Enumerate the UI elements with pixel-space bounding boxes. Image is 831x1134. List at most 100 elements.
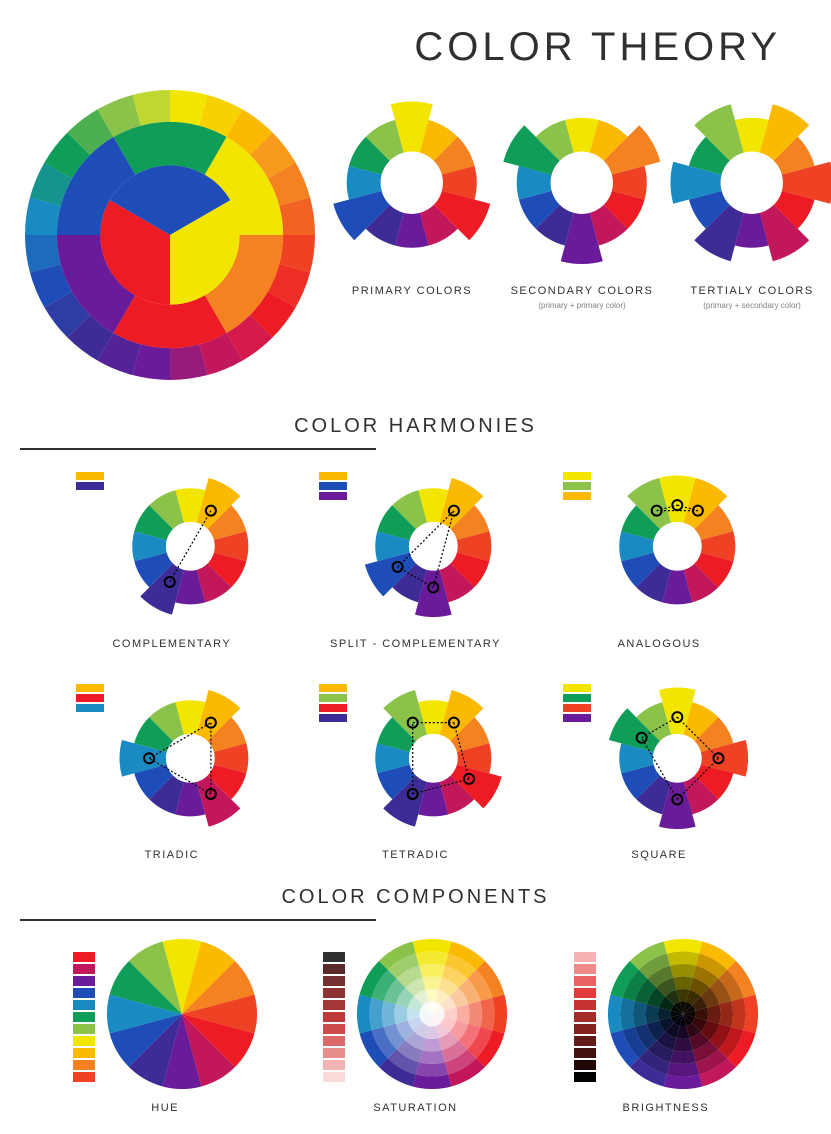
component-wheel: [357, 939, 507, 1094]
gradient-step: [574, 1000, 596, 1010]
harmony-square: SQUARE: [547, 680, 771, 862]
gradient-step: [574, 976, 596, 986]
swatch: [319, 714, 347, 722]
swatch: [319, 492, 347, 500]
gradient-step: [574, 952, 596, 962]
gradient-step: [574, 1024, 596, 1034]
harmony-split-complementary: SPLIT - COMPLEMENTARY: [304, 468, 528, 650]
components-row: HUE SATURATION BRIGHTNESS: [20, 939, 811, 1114]
component-wheel: [107, 939, 257, 1094]
swatch: [319, 472, 347, 480]
gradient-step: [73, 1024, 95, 1034]
primary-label: PRIMARY COLORS: [352, 284, 472, 299]
gradient-bar: [323, 952, 345, 1082]
swatch: [563, 492, 591, 500]
swatch: [76, 472, 104, 480]
harmony-grid: COMPLEMENTARY SPLIT - COMPLEMENTARY ANAL…: [20, 468, 811, 861]
swatch: [319, 482, 347, 490]
swatch: [76, 482, 104, 490]
gradient-step: [73, 1072, 95, 1082]
harmony-label: TETRADIC: [382, 849, 449, 861]
tertiary-sublabel: (primary + secondary color): [703, 301, 801, 310]
swatch: [563, 684, 591, 692]
top-row: PRIMARY COLORS SECONDARY COLORS (primary…: [20, 85, 811, 390]
gradient-step: [73, 1060, 95, 1070]
swatch: [76, 694, 104, 702]
harmony-label: SQUARE: [631, 849, 686, 861]
swatch: [563, 482, 591, 490]
divider-2: [20, 919, 376, 921]
harmonies-title: COLOR HARMONIES: [20, 415, 811, 438]
swatch: [563, 472, 591, 480]
gradient-step: [73, 964, 95, 974]
secondary-wheel-block: SECONDARY COLORS (primary + primary colo…: [502, 95, 662, 310]
swatch-stack: [563, 684, 591, 722]
harmony-wheel: [355, 680, 512, 842]
main-color-wheel: [20, 85, 320, 390]
swatch: [563, 704, 591, 712]
swatch: [563, 694, 591, 702]
swatch-stack: [319, 684, 347, 722]
gradient-step: [73, 1048, 95, 1058]
gradient-step: [73, 1012, 95, 1022]
secondary-sublabel: (primary + primary color): [538, 301, 625, 310]
gradient-step: [574, 1048, 596, 1058]
gradient-step: [73, 988, 95, 998]
harmony-label: SPLIT - COMPLEMENTARY: [330, 638, 501, 650]
gradient-step: [323, 1024, 345, 1034]
divider-1: [20, 448, 376, 450]
harmony-wheel: [355, 468, 512, 630]
swatch: [76, 684, 104, 692]
swatch-stack: [76, 684, 104, 712]
secondary-label: SECONDARY COLORS: [511, 284, 654, 299]
swatch: [319, 684, 347, 692]
gradient-step: [323, 952, 345, 962]
primary-wheel-block: PRIMARY COLORS: [332, 95, 492, 310]
gradient-step: [323, 964, 345, 974]
gradient-step: [574, 1060, 596, 1070]
swatch: [563, 714, 591, 722]
swatch-stack: [319, 472, 347, 500]
gradient-step: [323, 976, 345, 986]
component-hue: HUE: [73, 939, 257, 1114]
gradient-step: [73, 976, 95, 986]
swatch-stack: [76, 472, 104, 490]
page-title: COLOR THEORY: [20, 25, 781, 70]
harmony-wheel: [112, 680, 269, 842]
harmony-label: ANALOGOUS: [618, 638, 701, 650]
harmony-wheel: [112, 468, 269, 630]
harmony-analogous: ANALOGOUS: [547, 468, 771, 650]
gradient-step: [323, 1060, 345, 1070]
tertiary-label: TERTIALY COLORS: [690, 284, 813, 299]
harmony-wheel: [599, 468, 756, 630]
gradient-step: [574, 1036, 596, 1046]
harmony-triadic: TRIADIC: [60, 680, 284, 862]
gradient-step: [574, 1012, 596, 1022]
swatch-stack: [563, 472, 591, 500]
harmony-tetradic: TETRADIC: [304, 680, 528, 862]
type-wheels-row: PRIMARY COLORS SECONDARY COLORS (primary…: [332, 95, 831, 310]
swatch: [319, 694, 347, 702]
component-wheel: [608, 939, 758, 1094]
harmony-label: COMPLEMENTARY: [112, 638, 231, 650]
gradient-step: [73, 1036, 95, 1046]
gradient-step: [323, 1012, 345, 1022]
gradient-step: [574, 1072, 596, 1082]
harmony-wheel: [599, 680, 756, 842]
component-label: SATURATION: [373, 1102, 457, 1114]
gradient-step: [323, 1000, 345, 1010]
component-label: BRIGHTNESS: [623, 1102, 710, 1114]
gradient-step: [574, 988, 596, 998]
swatch: [76, 704, 104, 712]
gradient-step: [323, 1072, 345, 1082]
gradient-step: [323, 1048, 345, 1058]
component-label: HUE: [151, 1102, 179, 1114]
gradient-step: [73, 952, 95, 962]
gradient-step: [323, 988, 345, 998]
gradient-step: [323, 1036, 345, 1046]
gradient-bar: [574, 952, 596, 1082]
swatch: [319, 704, 347, 712]
gradient-step: [574, 964, 596, 974]
harmony-label: TRIADIC: [145, 849, 200, 861]
tertiary-wheel-block: TERTIALY COLORS (primary + secondary col…: [672, 95, 831, 310]
